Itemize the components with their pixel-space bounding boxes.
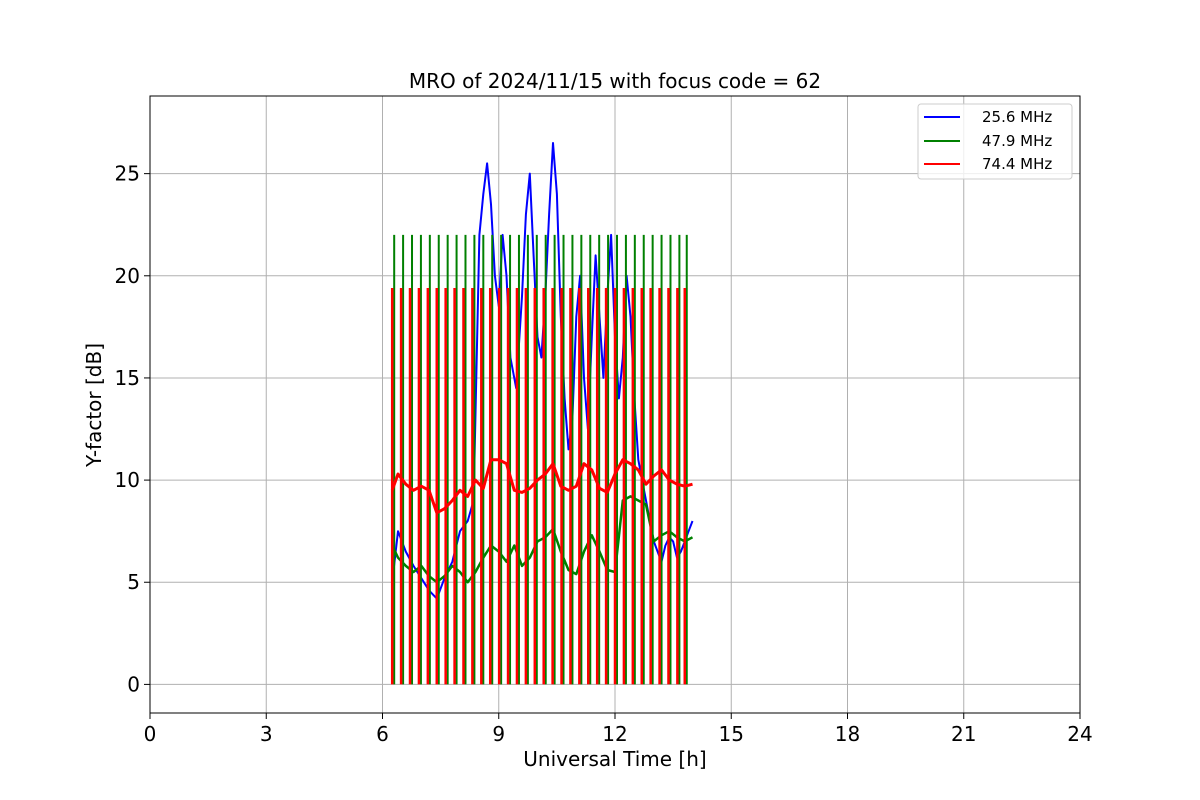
y-tick-label: 25 bbox=[115, 162, 140, 186]
x-tick-label: 24 bbox=[1067, 722, 1092, 746]
y-tick-label: 5 bbox=[127, 570, 140, 594]
legend-label-47-9: 47.9 MHz bbox=[982, 132, 1052, 150]
y-tick-label: 20 bbox=[115, 264, 140, 288]
plot-area bbox=[390, 142, 694, 685]
ticks: 0 3 6 9 12 15 18 21 24 0 5 10 15 20 25 bbox=[115, 162, 1093, 746]
legend: 25.6 MHz 47.9 MHz 74.4 MHz bbox=[917, 103, 1073, 180]
y-tick-label: 15 bbox=[115, 366, 140, 390]
y-axis-label: Y-factor [dB] bbox=[82, 343, 106, 468]
x-tick-label: 3 bbox=[260, 722, 273, 746]
x-tick-label: 12 bbox=[602, 722, 627, 746]
y-tick-label: 10 bbox=[115, 468, 140, 492]
y-tick-label: 0 bbox=[127, 672, 140, 696]
x-tick-label: 6 bbox=[376, 722, 389, 746]
legend-label-25-6: 25.6 MHz bbox=[982, 108, 1052, 126]
legend-box bbox=[917, 103, 1073, 180]
chart-title: MRO of 2024/11/15 with focus code = 62 bbox=[409, 69, 821, 93]
x-tick-label: 9 bbox=[492, 722, 505, 746]
series-line bbox=[390, 458, 693, 515]
x-tick-label: 15 bbox=[719, 722, 744, 746]
legend-label-74-4: 74.4 MHz bbox=[982, 155, 1052, 173]
x-tick-label: 18 bbox=[835, 722, 860, 746]
x-tick-label: 0 bbox=[144, 722, 157, 746]
x-tick-label: 21 bbox=[951, 722, 976, 746]
x-axis-label: Universal Time [h] bbox=[523, 747, 706, 771]
